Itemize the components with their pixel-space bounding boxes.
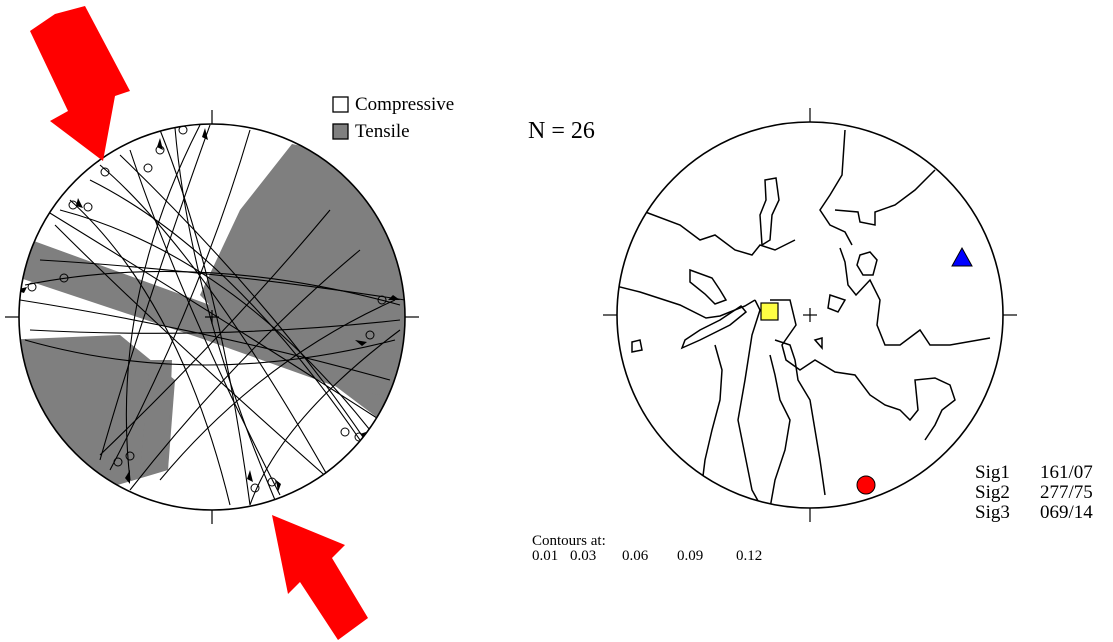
fault-great-circles xyxy=(19,124,405,506)
fault-plane-stereonet xyxy=(5,6,419,640)
tensile-swatch xyxy=(332,123,349,140)
compression-arrow-se-icon xyxy=(272,515,368,640)
contour-level: 0.09 xyxy=(677,548,703,564)
tensile-label: Tensile xyxy=(355,121,410,142)
stereonet-ticks-left xyxy=(5,110,419,524)
sig1-value: 161/07 xyxy=(1040,462,1093,483)
stress-axes-table: Sig1 161/07 Sig2 277/75 Sig3 069/14 xyxy=(975,462,1093,523)
contour-title: Contours at: xyxy=(532,533,606,549)
sig3-value: 069/14 xyxy=(1040,502,1093,523)
stress-contour-stereonet xyxy=(603,108,1017,522)
sample-count: N = 26 xyxy=(528,118,595,144)
stereonet-ticks-right xyxy=(603,108,1017,522)
contour-level: 0.01 xyxy=(532,548,558,564)
contour-level: 0.03 xyxy=(570,548,596,564)
compressive-swatch xyxy=(332,96,349,113)
sig1-marker-icon xyxy=(856,475,876,495)
compression-arrow-nw-icon xyxy=(30,6,130,161)
legend: Compressive Tensile xyxy=(332,94,454,142)
sig3-name: Sig3 xyxy=(975,502,1010,523)
compressive-label: Compressive xyxy=(355,94,454,115)
contour-level: 0.12 xyxy=(736,548,762,564)
tensile-region-sliver xyxy=(140,360,172,470)
sig2-name: Sig2 xyxy=(975,482,1010,503)
sig2-value: 277/75 xyxy=(1040,482,1093,503)
contour-level: 0.06 xyxy=(622,548,649,564)
tensile-regions xyxy=(19,124,405,510)
slip-markers xyxy=(27,125,387,493)
sig3-marker-icon xyxy=(951,246,973,267)
contour-legend: Contours at: 0.01 0.03 0.06 0.09 0.12 xyxy=(532,533,762,564)
sig1-name: Sig1 xyxy=(975,462,1010,483)
contour-lines xyxy=(617,129,991,508)
sig2-marker-icon xyxy=(760,302,779,321)
